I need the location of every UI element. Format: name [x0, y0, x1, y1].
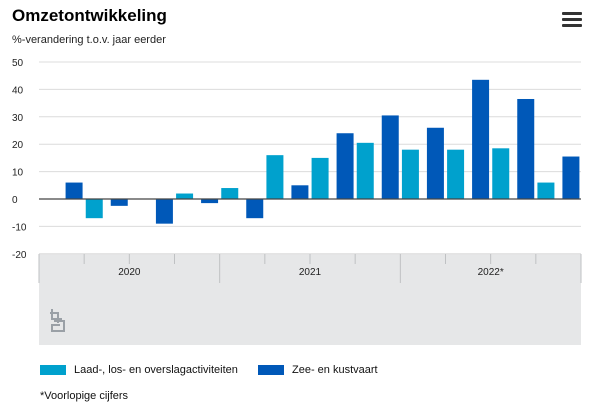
bar-series1	[537, 182, 555, 199]
bar-series2	[517, 98, 535, 199]
y-tick-label: 0	[12, 195, 18, 206]
legend-swatch-series2	[258, 365, 284, 375]
y-tick-label: 50	[12, 58, 24, 69]
legend-label-series1: Laad-, los- en overslagactiviteiten	[74, 364, 238, 376]
x-axis-band	[39, 254, 581, 345]
x-year-label: 2021	[299, 267, 322, 278]
bar-series1	[85, 199, 103, 219]
x-year-label: 2022*	[478, 267, 504, 278]
bar-series1	[401, 149, 419, 199]
bar-series1	[447, 149, 465, 199]
y-tick-label: 10	[12, 168, 24, 179]
legend-swatch-series1	[40, 365, 66, 375]
y-tick-label: 30	[12, 113, 24, 124]
bar-series2	[426, 127, 444, 199]
footnote: *Voorlopige cijfers	[40, 390, 129, 402]
bar-series1	[311, 157, 329, 199]
bar-series2	[336, 133, 354, 199]
bar-series2	[246, 199, 264, 219]
bar-series2	[110, 199, 128, 206]
y-tick-label: 40	[12, 85, 24, 96]
y-tick-label: -20	[12, 250, 27, 261]
bar-series1	[221, 188, 239, 199]
bar-series1	[266, 155, 284, 199]
bar-series2	[155, 199, 173, 224]
bar-series1	[176, 193, 194, 199]
bar-series2	[381, 115, 399, 199]
hamburger-menu-icon[interactable]	[562, 12, 582, 30]
chart-title: Omzetontwikkeling	[12, 6, 167, 25]
bar-series2	[201, 199, 219, 204]
legend-item-series2[interactable]: Zee- en kustvaart	[258, 364, 378, 376]
y-tick-label: -10	[12, 222, 27, 233]
legend-item-series1[interactable]: Laad-, los- en overslagactiviteiten	[40, 364, 238, 376]
bar-series2	[291, 185, 309, 199]
legend-label-series2: Zee- en kustvaart	[292, 364, 378, 376]
y-tick-label: 20	[12, 140, 24, 151]
bar-series2	[562, 156, 580, 199]
bar-series1	[356, 142, 374, 199]
bar-series1	[492, 148, 510, 199]
bar-series2	[65, 182, 83, 199]
cbs-logo-icon	[48, 307, 68, 338]
bar-series2	[472, 79, 490, 199]
x-year-label: 2020	[118, 267, 141, 278]
chart-subtitle: %-verandering t.o.v. jaar eerder	[12, 34, 166, 46]
